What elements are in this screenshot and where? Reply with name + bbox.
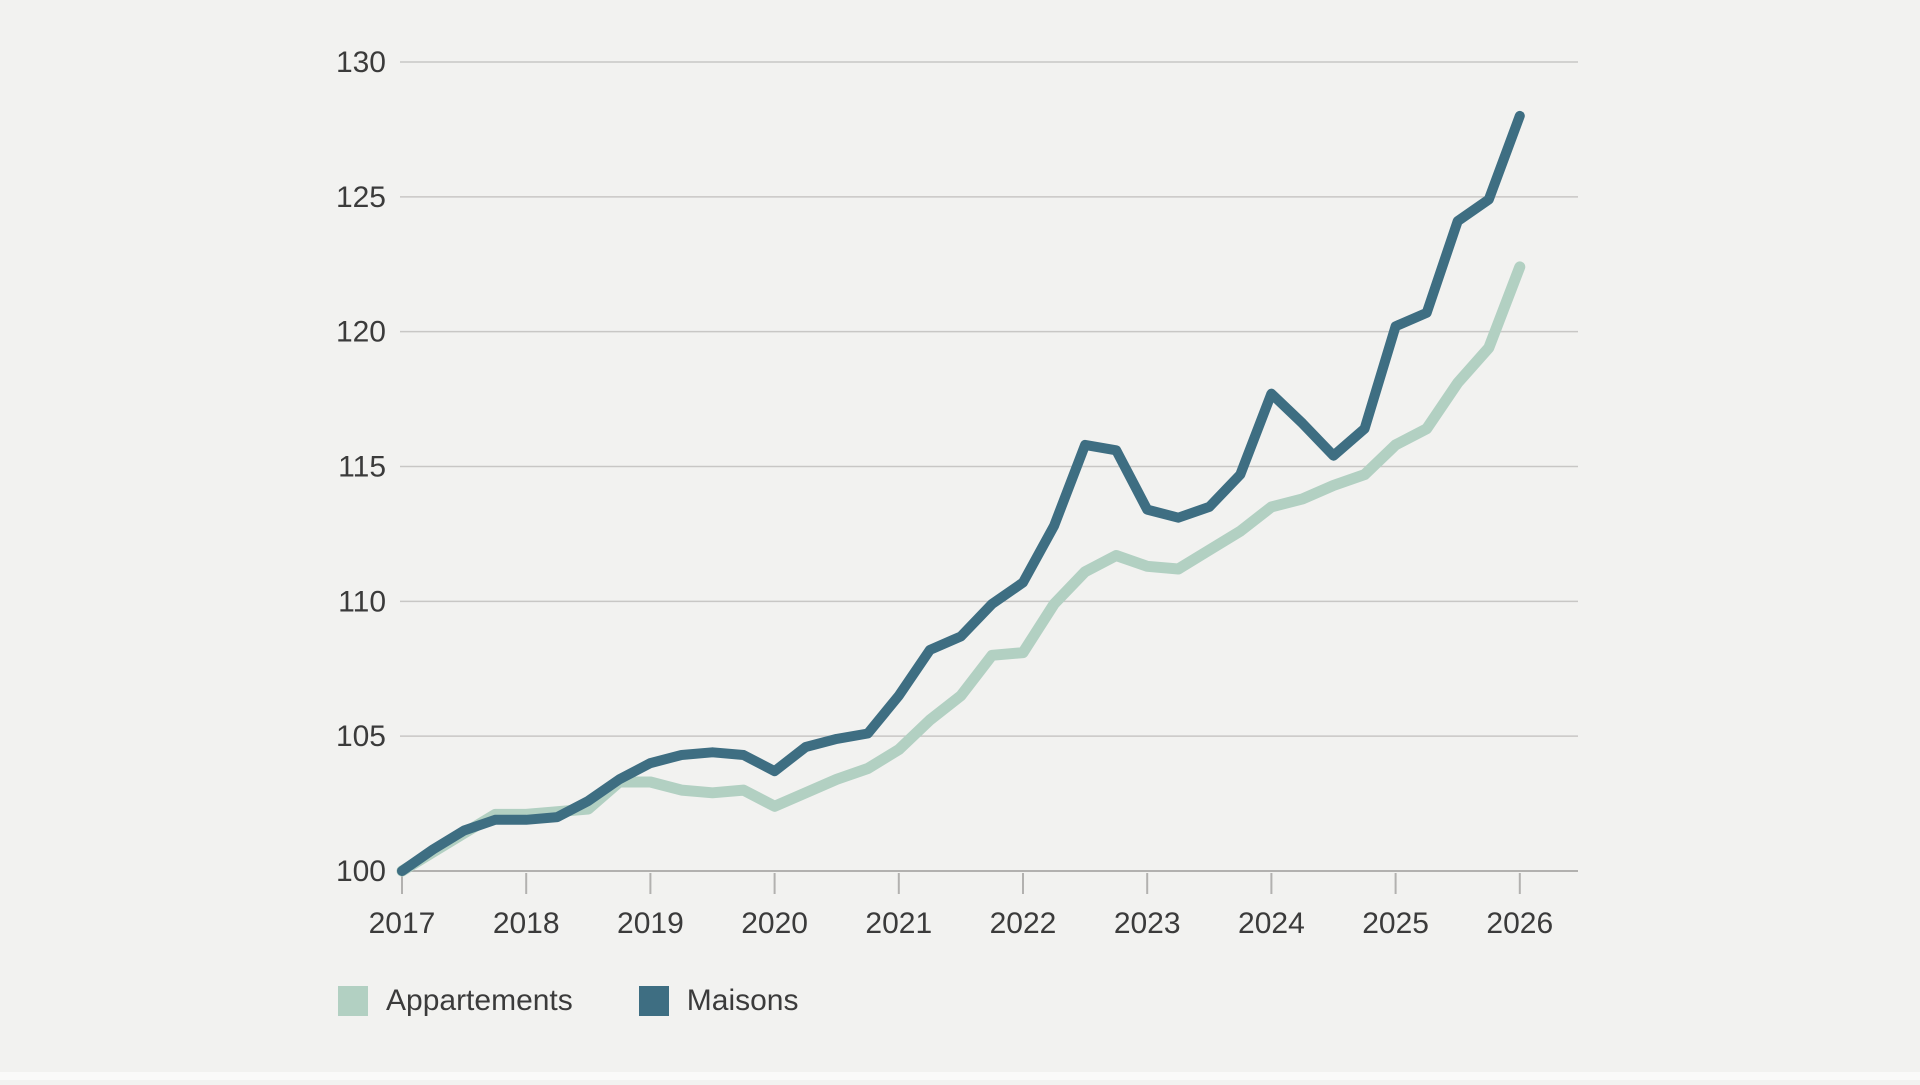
page-bottom-strip (0, 1072, 1920, 1080)
legend-label-appartements: Appartements (386, 984, 573, 1017)
y-tick-label: 130 (336, 46, 386, 79)
x-tick-label: 2020 (741, 907, 808, 940)
x-tick-label: 2024 (1238, 907, 1305, 940)
series-line-appartements (396, 261, 1526, 877)
legend-item-maisons: Maisons (638, 984, 799, 1017)
series-line-maisons (397, 110, 1525, 876)
legend-item-appartements: Appartements (338, 986, 573, 1016)
x-tick-label: 2021 (865, 907, 932, 940)
chart-legend: Appartements Maisons (338, 986, 799, 1016)
maisons-swatch-icon (638, 986, 669, 1016)
legend-label-maisons: Maisons (686, 984, 799, 1017)
y-tick-label: 115 (338, 451, 386, 484)
y-tick-label: 125 (336, 181, 386, 214)
x-tick-label: 2019 (617, 907, 684, 940)
x-tick-label: 2022 (990, 907, 1057, 940)
y-tick-label: 120 (336, 316, 386, 349)
x-tick-label: 2023 (1114, 907, 1181, 940)
y-tick-label: 110 (338, 585, 386, 618)
y-tick-label: 105 (336, 720, 386, 753)
x-tick-label: 2017 (369, 907, 436, 940)
y-tick-label: 100 (336, 855, 386, 888)
x-tick-label: 2026 (1486, 907, 1553, 940)
appartements-swatch-icon (338, 986, 368, 1016)
x-tick-label: 2025 (1362, 907, 1429, 940)
x-tick-label: 2018 (493, 907, 560, 940)
